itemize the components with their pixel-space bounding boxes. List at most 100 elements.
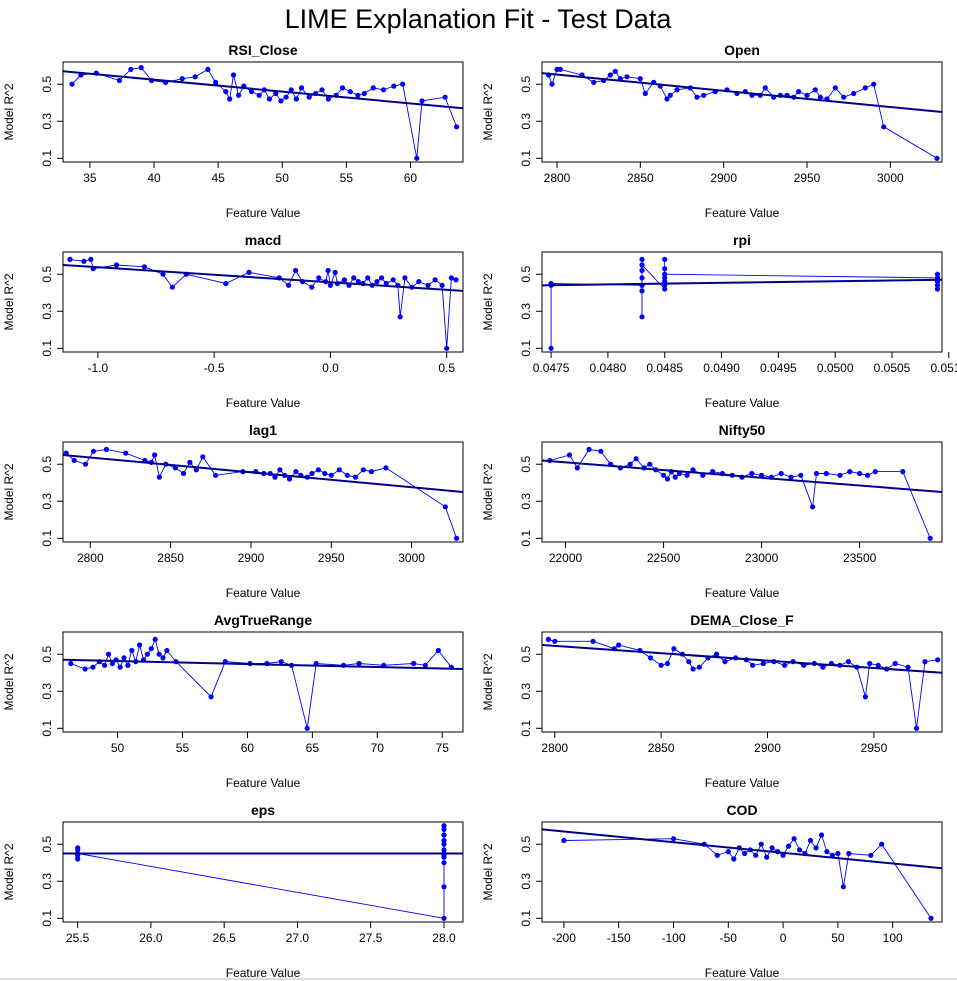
plot-area (542, 828, 942, 921)
data-point (113, 262, 120, 268)
x-tick-label: 2800 (77, 551, 104, 565)
data-point (684, 472, 690, 478)
data-point (686, 659, 692, 665)
x-tick-label: 2800 (544, 171, 571, 185)
y-tick-label: 0.1 (40, 530, 54, 547)
x-axis-label: Feature Value (226, 396, 301, 410)
data-point (662, 256, 668, 262)
plot-area (63, 256, 463, 351)
fit-line (542, 459, 942, 493)
x-tick-label: 40 (147, 171, 161, 185)
y-tick-label: 0.1 (519, 340, 533, 357)
series-line (69, 258, 457, 349)
series-line (549, 448, 931, 539)
data-point (913, 725, 920, 731)
data-point (327, 282, 333, 288)
data-point (857, 470, 863, 477)
x-tick-label: 26.0 (139, 931, 163, 945)
y-axis-label: Model R^2 (481, 83, 495, 140)
x-tick-label: 27.5 (359, 931, 383, 945)
data-point (298, 85, 305, 91)
data-point (722, 659, 728, 665)
data-point (639, 275, 645, 281)
data-point (832, 85, 838, 91)
panel-title: Open (724, 42, 760, 58)
data-point (169, 284, 175, 290)
x-tick-label: 55 (176, 741, 190, 755)
data-point (272, 474, 278, 480)
data-point (355, 92, 361, 98)
data-point (442, 94, 448, 100)
data-point (671, 646, 677, 652)
data-point (759, 472, 765, 478)
data-point (402, 275, 408, 281)
data-point (435, 647, 441, 654)
data-point (807, 837, 814, 844)
plot-frame (541, 61, 943, 163)
x-tick-label: 0.0495 (760, 361, 797, 375)
data-point (125, 662, 131, 668)
data-point (67, 256, 73, 262)
data-point (441, 837, 447, 844)
data-point (778, 470, 784, 477)
data-point (205, 66, 211, 72)
series-line (71, 67, 458, 159)
data-point (102, 662, 108, 668)
plot-frame (62, 441, 464, 543)
data-point (840, 884, 847, 890)
data-point (441, 915, 447, 921)
data-point (148, 646, 154, 652)
series-line (548, 68, 938, 159)
data-point (444, 345, 450, 351)
data-point (441, 832, 447, 838)
data-point (288, 87, 294, 93)
data-point (782, 662, 788, 668)
fit-line (63, 453, 463, 493)
x-axis-label: Feature Value (226, 206, 301, 220)
data-point (871, 81, 877, 87)
data-point (383, 280, 389, 287)
data-point (664, 96, 670, 102)
data-point (672, 474, 678, 480)
x-tick-label: -200 (552, 931, 576, 945)
data-point (152, 636, 158, 643)
panels-container: RSI_Close 35 40 45 50 55 60 0.1 0.3 0.5 Feature Va… (2, 42, 957, 980)
x-tick-label: 0.0500 (817, 361, 854, 375)
y-tick-label: 0.1 (519, 530, 533, 547)
data-point (90, 664, 96, 670)
panel-eps: eps 25.5 26.0 26.5 27.0 27.5 28.0 0.1 0.3 0.5 Feat… (2, 802, 464, 980)
data-point (156, 474, 162, 480)
data-point (332, 269, 338, 275)
data-point (397, 314, 403, 320)
data-point (868, 852, 874, 858)
data-point (804, 92, 810, 98)
data-point (639, 267, 645, 274)
data-point (750, 662, 756, 668)
data-point (552, 638, 558, 644)
data-point (180, 470, 187, 477)
fit-line (63, 263, 463, 292)
x-tick-label: 3000 (877, 171, 904, 185)
series-line (77, 825, 445, 919)
data-point (935, 657, 941, 663)
y-axis-label: Model R^2 (2, 463, 16, 520)
fit-line (542, 72, 942, 113)
data-point (339, 85, 346, 91)
x-axis-label: Feature Value (705, 396, 780, 410)
data-point (144, 651, 150, 657)
data-point (701, 92, 707, 98)
plot-area (63, 823, 463, 921)
data-point (591, 79, 597, 85)
data-point (780, 852, 786, 858)
panel-rpi: rpi 0.0475 0.0480 0.0485 0.0490 0.0495 0.0500 0… (481, 232, 957, 410)
data-point (286, 476, 293, 482)
plot-area (63, 636, 463, 731)
data-point (322, 470, 328, 477)
data-point (647, 655, 654, 661)
y-tick-label: 0.5 (519, 646, 533, 663)
data-point (662, 275, 668, 281)
x-tick-label: 2950 (861, 741, 888, 755)
data-point (867, 660, 873, 667)
data-point (820, 664, 826, 670)
x-tick-label: -50 (720, 931, 738, 945)
